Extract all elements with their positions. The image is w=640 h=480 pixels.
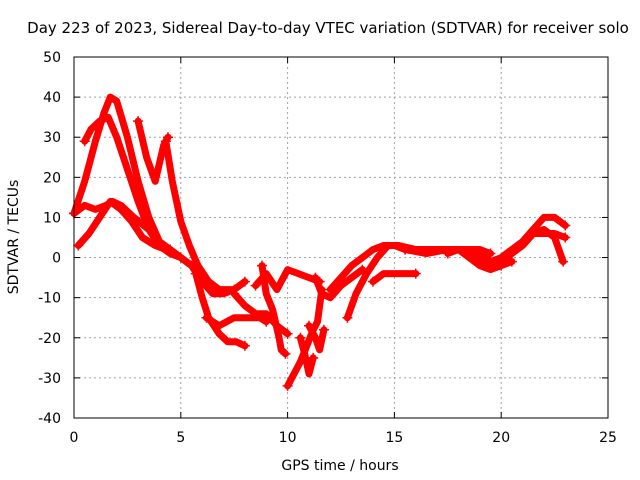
data-point-marker xyxy=(558,256,569,267)
series-arc-4 xyxy=(81,113,163,245)
series-arc-3 xyxy=(74,197,170,253)
data-point-marker xyxy=(308,352,319,363)
series-arc-6 xyxy=(162,137,249,294)
data-point-marker xyxy=(325,284,336,295)
x-tick-label: 20 xyxy=(492,430,510,446)
data-point-marker xyxy=(282,380,293,391)
series-arc-5 xyxy=(134,117,172,185)
y-tick-label: 20 xyxy=(43,170,61,186)
data-point-marker xyxy=(410,268,421,279)
data-point-marker xyxy=(229,288,240,299)
data-point-marker xyxy=(201,312,212,323)
data-point-marker xyxy=(400,244,411,255)
x-axis-title: GPS time / hours xyxy=(281,458,398,474)
data-point-marker xyxy=(560,220,571,231)
series-arc-19 xyxy=(369,270,420,286)
x-tick-label: 0 xyxy=(70,430,79,446)
data-point-marker xyxy=(239,340,250,351)
data-point-marker xyxy=(318,324,329,335)
data-point-marker xyxy=(485,248,496,259)
data-point-marker xyxy=(165,244,176,255)
series-arc-14 xyxy=(296,334,317,378)
data-point-marker xyxy=(368,276,379,287)
chart-title: Day 223 of 2023, Sidereal Day-to-day VTE… xyxy=(27,19,629,37)
data-point-marker xyxy=(310,272,321,283)
y-tick-label: 0 xyxy=(52,251,61,267)
series-layer xyxy=(69,93,571,391)
y-tick-label: -10 xyxy=(38,291,61,307)
series-arc-13 xyxy=(284,286,326,390)
data-point-marker xyxy=(496,256,507,267)
data-point-marker xyxy=(73,240,84,251)
grid xyxy=(74,57,608,418)
x-tick-label: 15 xyxy=(385,430,403,446)
data-point-marker xyxy=(442,248,453,259)
data-point-marker xyxy=(250,280,261,291)
data-point-marker xyxy=(280,348,291,359)
y-tick-label: -40 xyxy=(38,411,61,427)
series-arc-22 xyxy=(465,213,569,266)
data-point-marker xyxy=(133,116,144,127)
data-point-marker xyxy=(79,136,90,147)
series-arc-12 xyxy=(258,262,289,358)
data-point-marker xyxy=(528,228,539,239)
y-tick-label: 10 xyxy=(43,210,61,226)
series-arc-7 xyxy=(166,246,238,298)
y-tick-label: -30 xyxy=(38,371,61,387)
x-tick-label: 5 xyxy=(176,430,185,446)
x-tick-label: 25 xyxy=(599,430,617,446)
data-point-marker xyxy=(160,136,171,147)
data-point-marker xyxy=(295,332,306,343)
y-tick-label: 40 xyxy=(43,90,61,106)
data-point-marker xyxy=(190,268,201,279)
data-point-marker xyxy=(239,276,250,287)
series-arc-24 xyxy=(529,230,569,241)
data-point-marker xyxy=(464,248,475,259)
y-tick-label: 30 xyxy=(43,130,61,146)
data-point-marker xyxy=(560,232,571,243)
axis-ticks: 0 5 10 15 20 25 -40 -30 -20 -10 0 10 20 30 40 50 xyxy=(38,50,617,446)
y-tick-label: -20 xyxy=(38,331,61,347)
plot-frame xyxy=(73,56,609,419)
data-point-marker xyxy=(342,312,353,323)
data-point-marker xyxy=(282,328,293,339)
data-point-marker xyxy=(303,320,314,331)
series-arc-8 xyxy=(192,270,249,350)
series-arc-9 xyxy=(202,314,270,330)
series-arc-16 xyxy=(311,266,366,302)
data-point-marker xyxy=(154,236,165,247)
x-tick-label: 10 xyxy=(279,430,297,446)
data-point-marker xyxy=(256,260,267,271)
data-point-marker xyxy=(506,256,517,267)
series-arc-15 xyxy=(305,322,328,354)
y-axis-title: SDTVAR / TECUs xyxy=(6,180,22,295)
y-tick-label: 50 xyxy=(43,50,61,66)
